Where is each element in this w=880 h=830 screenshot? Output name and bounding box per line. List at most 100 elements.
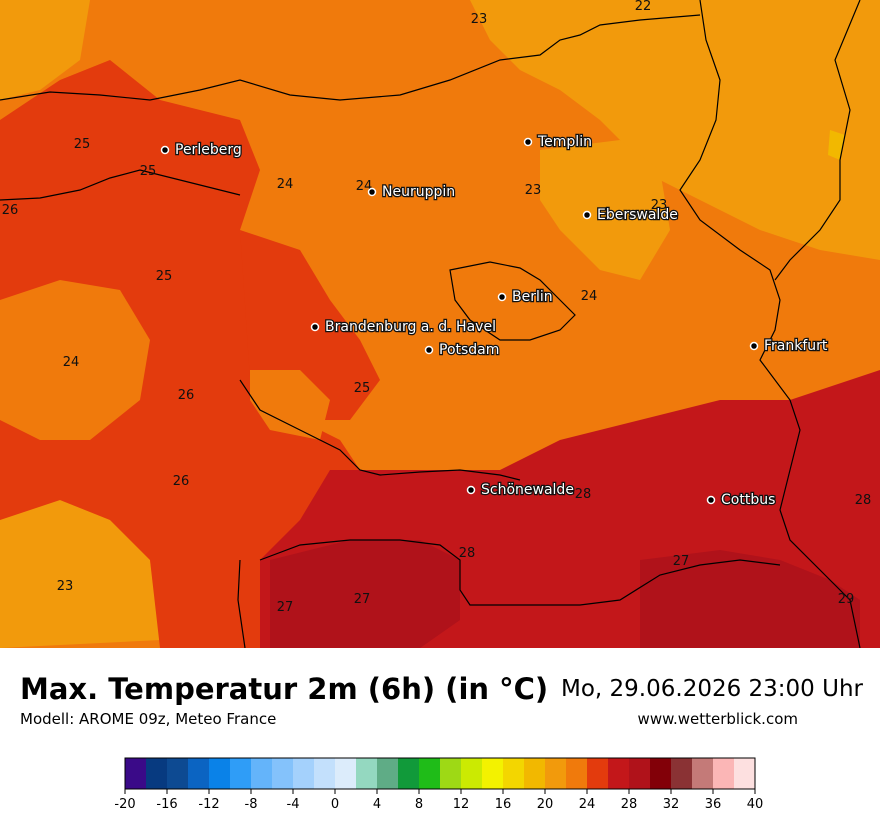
isoline-label: 23 [57,579,74,594]
city-markers: Perleberg Templin Neuruppin Eberswalde Berli… [160,133,829,509]
legend-tick-label: 28 [621,797,638,812]
legend-tick-label: 32 [663,797,680,812]
isoline-label: 28 [459,546,476,561]
isoline-label: 23 [525,183,542,198]
temp-field-27e [640,550,860,648]
legend-swatch [230,758,252,789]
legend-swatch [188,758,210,789]
temp-field-23sw [0,500,160,648]
city-label: Potsdam [439,342,499,358]
city-marker [310,322,320,332]
isoline-label: 25 [140,164,157,179]
legend-swatch [440,758,462,789]
city-label: Neuruppin [382,184,455,200]
legend-ticks: -20 -16 -12 -8 -4 0 4 8 12 16 20 24 28 32 36 40 [114,789,763,812]
legend-swatch [251,758,273,789]
map-title: Max. Temperatur 2m (6h) (in °C) [20,672,549,706]
legend-swatch [503,758,525,789]
legend-tick-label: -12 [198,797,219,812]
legend-tick-label: -8 [245,797,258,812]
legend-swatch [377,758,399,789]
legend-tick-label: -16 [156,797,177,812]
city-marker [367,187,377,197]
legend-swatch [713,758,735,789]
legend-swatch [167,758,189,789]
city-marker [497,292,507,302]
legend-swatch [482,758,504,789]
isoline-labels: 2322252526242423232524242526262828282727… [2,0,872,615]
city-marker [582,210,592,220]
temp-field-22c [0,0,90,100]
temp-field-21 [828,130,845,160]
legend-swatch [209,758,231,789]
legend-swatches [124,757,756,790]
legend-swatch [671,758,693,789]
legend-swatch [545,758,567,789]
legend-tick-label: 16 [495,797,512,812]
legend-tick-label: 12 [453,797,470,812]
temp-field-22 [470,0,880,260]
legend-tick-label: 24 [579,797,596,812]
legend-swatch [734,758,756,789]
legend-swatch [125,758,147,789]
city-label: Cottbus [721,492,775,508]
borders [0,0,861,648]
isoline-label: 26 [178,388,195,403]
footer: Max. Temperatur 2m (6h) (in °C) Modell: … [0,648,880,830]
legend-swatch [419,758,441,789]
temp-field-27 [270,540,460,648]
isoline-label: 25 [354,381,371,396]
isoline-label: 24 [277,177,294,192]
isoline-label: 25 [156,269,173,284]
legend-tick-label: 36 [705,797,722,812]
temp-field-22b [540,140,670,280]
temp-field-24w [0,280,150,440]
isoline-label: 25 [74,137,91,152]
legend-tick-label: -20 [114,797,135,812]
legend-tick-label: 4 [373,797,381,812]
city-marker [160,145,170,155]
legend-tick-label: 8 [415,797,423,812]
isoline-label: 27 [354,592,371,607]
color-legend: -20 -16 -12 -8 -4 0 4 8 12 16 20 24 28 32 36 40 [114,757,763,812]
legend-swatch [524,758,546,789]
website-link[interactable]: www.wetterblick.com [637,710,798,728]
isoline-label: 27 [277,600,294,615]
city-label: Berlin [512,289,553,305]
city-label: Templin [537,134,592,150]
city-marker [706,495,716,505]
legend-swatch [629,758,651,789]
legend-swatch [356,758,378,789]
legend-swatch [146,758,168,789]
city-label: Frankfurt [764,338,828,354]
isoline-label: 24 [63,355,80,370]
legend-swatch [461,758,483,789]
isoline-label: 23 [651,198,668,213]
city-label: Schönewalde [481,482,574,498]
temp-field-24c [250,370,330,440]
model-subtitle: Modell: AROME 09z, Meteo France [20,710,277,728]
city-marker [466,485,476,495]
legend-swatch [314,758,336,789]
isoline-label: 26 [2,203,19,218]
city-marker [424,345,434,355]
legend-swatch [566,758,588,789]
isoline-label: 22 [635,0,652,14]
legend-swatch [272,758,294,789]
legend-swatch [650,758,672,789]
isoline-label: 26 [173,474,190,489]
legend-swatch [398,758,420,789]
legend-swatch [335,758,357,789]
legend-swatch [587,758,609,789]
legend-tick-label: 20 [537,797,554,812]
legend-swatch [608,758,630,789]
legend-tick-label: -4 [287,797,300,812]
city-label: Perleberg [175,142,242,158]
city-marker [749,341,759,351]
legend-tick-label: 0 [331,797,339,812]
legend-swatch [692,758,714,789]
legend-frame [124,757,756,790]
city-label: Eberswalde [597,207,678,223]
isoline-label: 29 [838,592,855,607]
city-label: Brandenburg a. d. Havel [325,319,496,335]
